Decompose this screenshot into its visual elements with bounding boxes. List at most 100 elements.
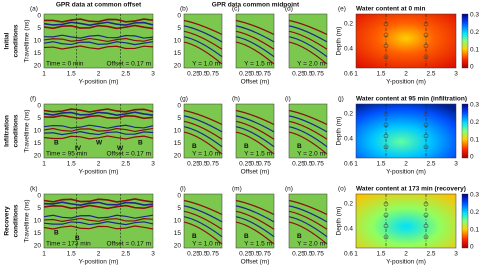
x-tick-label: 3 <box>454 251 458 258</box>
panel-letter: (j) <box>338 96 344 103</box>
reflection <box>43 214 154 219</box>
y-tick-label: 5 <box>177 115 181 122</box>
reflection <box>43 225 154 230</box>
x-tick-label: 0.75 <box>206 71 219 78</box>
sensor <box>383 43 389 49</box>
hyperbola <box>235 120 275 140</box>
y-tick-label: 5 <box>37 25 41 32</box>
y-tick-label: 0.2 <box>344 21 353 28</box>
hyperbola <box>235 19 275 36</box>
reflection <box>43 135 154 140</box>
sensor <box>423 111 429 117</box>
axis-label: Y-position (m) <box>79 259 119 266</box>
sensor <box>423 133 429 139</box>
x-tick-label: 0.25 <box>292 161 305 168</box>
y-tick-label: 10 <box>34 218 42 225</box>
x-tick-label: 2 <box>97 251 101 258</box>
colorbar-tick-label: 0 <box>470 154 474 161</box>
x-tick-label: 0.5 <box>198 251 207 258</box>
panel-note: Y = 2.0 m <box>297 151 325 158</box>
panel-note: Offset = 0.17 m <box>106 151 151 158</box>
reflection <box>43 127 154 133</box>
x-tick-label: 2 <box>97 161 101 168</box>
panel-letter: (k) <box>30 186 38 193</box>
hyperbola <box>183 216 223 238</box>
sensor <box>423 43 429 49</box>
hyperbola <box>183 36 223 58</box>
panel-note: Y = 1.0 m <box>192 61 220 68</box>
x-tick-label: 1.5 <box>376 251 385 258</box>
y-tick-label: 0.4 <box>344 226 353 233</box>
panel-letter: (d) <box>285 6 293 13</box>
y-tick-label: 20 <box>174 243 182 250</box>
panel-note: Y = 2.0 m <box>297 241 325 248</box>
sensor <box>383 223 389 229</box>
x-tick-label: 0.5 <box>303 251 312 258</box>
hyperbola <box>183 210 223 230</box>
hyperbola <box>183 199 223 216</box>
x-tick-label: 3 <box>151 161 155 168</box>
y-tick-label: 5 <box>177 25 181 32</box>
sensor <box>383 21 389 27</box>
sensor <box>423 201 429 207</box>
y-tick-label: 10 <box>174 38 182 45</box>
x-tick-label: 2.5 <box>426 161 435 168</box>
x-tick-label: 2 <box>404 251 408 258</box>
column-title: GPR data at common offset <box>56 2 142 9</box>
axis-label: Traveltime (ns) <box>24 109 31 152</box>
x-tick-label: 2.5 <box>426 71 435 78</box>
sensor <box>423 144 429 150</box>
panel-note: Offset = 0.17 m <box>106 241 151 248</box>
hyperbola <box>183 221 223 245</box>
row-label: conditions <box>13 114 20 147</box>
hyperbola <box>288 216 328 238</box>
axis-label: Y-position (m) <box>386 259 426 266</box>
hyperbola <box>235 41 275 65</box>
annotation: B <box>244 233 249 240</box>
x-tick-label: 0.5 <box>198 161 207 168</box>
hyperbola <box>288 36 328 58</box>
x-tick-label: 1 <box>354 71 358 78</box>
panel-letter: (m) <box>232 186 242 193</box>
sensor <box>383 122 389 128</box>
reflection <box>43 37 154 43</box>
hyperbola <box>288 205 328 223</box>
sensor <box>383 201 389 207</box>
y-tick-label: 10 <box>34 128 42 135</box>
y-tick-label: 20 <box>174 153 182 160</box>
reflection <box>43 111 154 116</box>
x-tick-label: 1 <box>354 251 358 258</box>
reflection <box>43 198 154 203</box>
y-tick-label: 15 <box>34 50 42 57</box>
colorbar-tick-label: 0 <box>470 64 474 71</box>
hyperbola <box>235 210 275 230</box>
panel-note: Y = 1.5 m <box>244 241 272 248</box>
hyperbola <box>288 120 328 140</box>
panel-note: Y = 1.0 m <box>192 241 220 248</box>
axis-label: Offset (m) <box>241 79 270 86</box>
colorbar-tick-label: 0.1 <box>470 226 479 233</box>
x-tick-label: 2 <box>97 71 101 78</box>
reflection <box>43 21 154 27</box>
annotation: B <box>75 235 80 242</box>
y-tick-label: 0.4 <box>344 136 353 143</box>
colorbar <box>461 103 469 159</box>
x-tick-label: 0.5 <box>303 71 312 78</box>
x-tick-label: 0.25 <box>187 71 200 78</box>
reflection <box>43 221 154 226</box>
y-tick-label: 20 <box>34 153 42 160</box>
panel-letter: (l) <box>180 186 186 193</box>
axis-label: Y-position (m) <box>386 169 426 176</box>
x-tick-label: 3 <box>454 161 458 168</box>
annotation: IV <box>75 145 82 152</box>
hyperbola <box>183 25 223 43</box>
sensor <box>383 234 389 240</box>
x-tick-label: 0.75 <box>311 71 324 78</box>
hyperbola <box>288 131 328 155</box>
annotation: B <box>138 140 143 147</box>
panel-letter: (n) <box>285 186 293 193</box>
colorbar <box>461 193 469 249</box>
y-tick-label: 0 <box>177 193 181 200</box>
reflection <box>43 114 154 120</box>
reflection <box>43 24 154 30</box>
